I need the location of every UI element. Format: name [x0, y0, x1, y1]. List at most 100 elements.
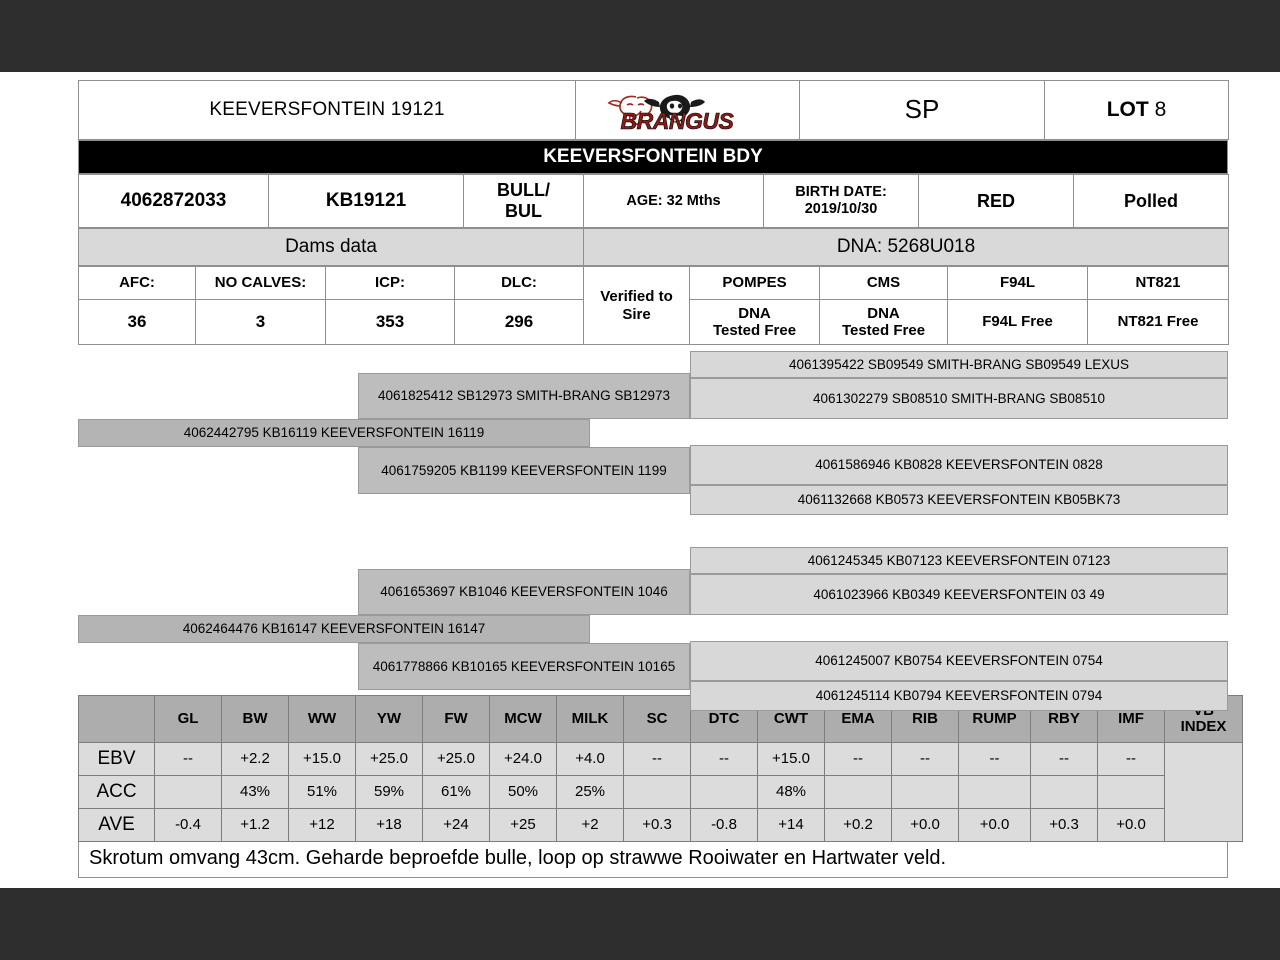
- ave-value: +0.0: [1097, 808, 1165, 842]
- ebv-col-milk: MILK: [556, 695, 624, 743]
- acc-value: [1030, 775, 1098, 809]
- pedigree-sire-dam: 4061759205 KB1199 KEEVERSFONTEIN 1199: [358, 447, 690, 494]
- pedigree-dam: 4062464476 KB16147 KEEVERSFONTEIN 16147: [78, 615, 590, 643]
- ebv-row-ave: AVE -0.4 +1.2 +12 +18 +24 +25 +2 +0.3 -0…: [78, 808, 1243, 842]
- ave-value: +2: [556, 808, 624, 842]
- pedigree-dam-sire-sire: 4061245345 KB07123 KEEVERSFONTEIN 07123: [690, 547, 1228, 574]
- ave-row-label: AVE: [78, 808, 155, 842]
- title-row: KEEVERSFONTEIN 19121: [78, 80, 1229, 140]
- registration-number: 4062872033: [78, 174, 269, 228]
- herd-name: KEEVERSFONTEIN BDY: [78, 140, 1228, 174]
- section-heading-row: Dams data DNA: 5268U018: [78, 228, 1229, 266]
- dams-dna-header-row: AFC: NO CALVES: ICP: DLC: Verified to Si…: [78, 266, 1229, 345]
- ebv-value: --: [623, 742, 691, 776]
- cms-line-1: DNA: [867, 304, 900, 322]
- lot-cell: LOT 8: [1044, 80, 1229, 140]
- pedigree-dam-sire: 4061653697 KB1046 KEEVERSFONTEIN 1046: [358, 569, 690, 615]
- ave-value: +12: [288, 808, 356, 842]
- ebv-value: --: [1097, 742, 1165, 776]
- ave-value: +0.3: [623, 808, 691, 842]
- birth-date-label: BIRTH DATE:: [795, 184, 887, 201]
- sex-line-1: BULL/: [497, 180, 550, 201]
- ave-value: +0.2: [824, 808, 892, 842]
- pedigree-sire-dam-dam: 4061132668 KB0573 KEEVERSFONTEIN KB05BK7…: [690, 485, 1228, 515]
- verified-to-sire: Verified to Sire: [583, 266, 690, 345]
- ebv-value: --: [690, 742, 758, 776]
- ebv-value: +25.0: [355, 742, 423, 776]
- dams-dna-value-row: 36 3 353 296 DNA Tested Free DNA Tested …: [78, 299, 1229, 345]
- ave-value: +0.0: [958, 808, 1031, 842]
- vb-index-value: [1164, 742, 1243, 842]
- cms-value: DNA Tested Free: [819, 299, 948, 345]
- acc-value: 51%: [288, 775, 356, 809]
- afc-value: 36: [78, 299, 196, 345]
- icp-value: 353: [325, 299, 455, 345]
- nt821-header: NT821: [1087, 266, 1229, 300]
- ebv-value: --: [824, 742, 892, 776]
- acc-value: [824, 775, 892, 809]
- ebv-col-mcw: MCW: [489, 695, 557, 743]
- no-calves-header: NO CALVES:: [195, 266, 326, 300]
- acc-value: 43%: [221, 775, 289, 809]
- ebv-value: +4.0: [556, 742, 624, 776]
- f94l-header: F94L: [947, 266, 1088, 300]
- dams-data-heading: Dams data: [78, 228, 584, 266]
- verified-line-1: Verified to: [600, 288, 673, 306]
- header-table: KEEVERSFONTEIN 19121: [78, 80, 1229, 140]
- pompes-line-2: Tested Free: [712, 322, 797, 339]
- ave-value: +25: [489, 808, 557, 842]
- brangus-logo-text: BRANGUS: [620, 107, 734, 134]
- ave-value: +18: [355, 808, 423, 842]
- verified-line-2: Sire: [622, 305, 651, 323]
- ebv-row-acc: ACC 43% 51% 59% 61% 50% 25% 48%: [78, 775, 1243, 809]
- acc-value: 59%: [355, 775, 423, 809]
- document-page: KEEVERSFONTEIN 19121: [0, 72, 1280, 888]
- ebv-col-bw: BW: [221, 695, 289, 743]
- colour: RED: [918, 174, 1074, 228]
- pedigree-dam-sire-dam: 4061023966 KB0349 KEEVERSFONTEIN 03 49: [690, 574, 1228, 615]
- ebv-col-gl: GL: [154, 695, 222, 743]
- brangus-logo-cell: BRANGUS: [575, 80, 800, 140]
- lot-number: 8: [1154, 97, 1167, 121]
- sex-line-2: BUL: [505, 201, 542, 221]
- tag-number: KB19121: [268, 174, 464, 228]
- ebv-row-ebv: EBV -- +2.2 +15.0 +25.0 +25.0 +24.0 +4.0…: [78, 742, 1243, 842]
- identity-table: 4062872033 KB19121 BULL/ BUL AGE: 32 Mth…: [78, 174, 1229, 228]
- dlc-value: 296: [454, 299, 584, 345]
- age: AGE: 32 Mths: [583, 174, 764, 228]
- brangus-cattle-head-logo: BRANGUS: [603, 85, 773, 135]
- ebv-col-ww: WW: [288, 695, 356, 743]
- pedigree-dam-dam-dam: 4061245114 KB0794 KEEVERSFONTEIN 0794: [690, 681, 1228, 711]
- sex: BULL/ BUL: [463, 174, 584, 228]
- ave-value: -0.4: [154, 808, 222, 842]
- ebv-col-sc: SC: [623, 695, 691, 743]
- bull-catalogue-sheet: KEEVERSFONTEIN 19121: [78, 80, 1243, 878]
- afc-header: AFC:: [78, 266, 196, 300]
- ave-value: +1.2: [221, 808, 289, 842]
- vb-index-line-2: INDEX: [1180, 718, 1227, 735]
- herd-banner-row: KEEVERSFONTEIN BDY: [78, 140, 1228, 174]
- icp-header: ICP:: [325, 266, 455, 300]
- dna-heading: DNA: 5268U018: [583, 228, 1229, 266]
- ave-value: +24: [422, 808, 490, 842]
- acc-value: [1097, 775, 1165, 809]
- nt821-value: NT821 Free: [1087, 299, 1229, 345]
- acc-value: [154, 775, 222, 809]
- acc-value: 50%: [489, 775, 557, 809]
- acc-value: 48%: [757, 775, 825, 809]
- dlc-header: DLC:: [454, 266, 584, 300]
- ebv-value: +25.0: [422, 742, 490, 776]
- herd-banner-table: KEEVERSFONTEIN BDY: [78, 140, 1228, 174]
- dams-dna-table: AFC: NO CALVES: ICP: DLC: Verified to Si…: [78, 266, 1229, 345]
- ebv-value: +2.2: [221, 742, 289, 776]
- ebv-value: --: [1030, 742, 1098, 776]
- section-heading-table: Dams data DNA: 5268U018: [78, 228, 1229, 266]
- comment-text: Skrotum omvang 43cm. Geharde beproefde b…: [78, 842, 1228, 878]
- ave-value: -0.8: [690, 808, 758, 842]
- pedigree-sire-sire: 4061825412 SB12973 SMITH-BRANG SB12973: [358, 373, 690, 419]
- ebv-corner-cell: [78, 695, 155, 743]
- pedigree-dam-dam-sire: 4061245007 KB0754 KEEVERSFONTEIN 0754: [690, 641, 1228, 681]
- pedigree-sire-dam-sire: 4061586946 KB0828 KEEVERSFONTEIN 0828: [690, 445, 1228, 485]
- animal-name: KEEVERSFONTEIN 19121: [78, 80, 576, 140]
- acc-value: 61%: [422, 775, 490, 809]
